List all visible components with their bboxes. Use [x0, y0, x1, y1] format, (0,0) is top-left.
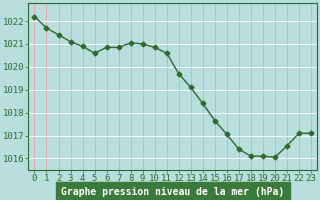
- X-axis label: Graphe pression niveau de la mer (hPa): Graphe pression niveau de la mer (hPa): [61, 187, 284, 197]
